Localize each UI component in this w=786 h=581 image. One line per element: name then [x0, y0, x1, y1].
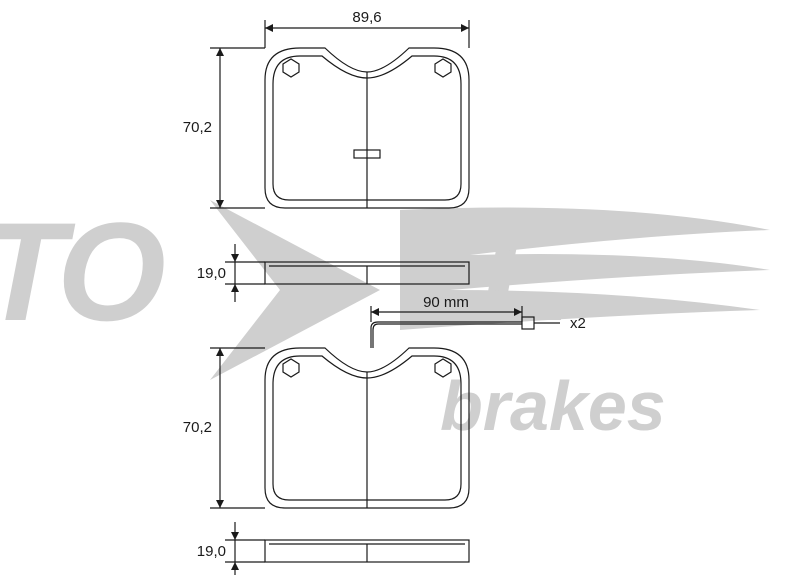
dim-height-bottom: 70,2: [183, 348, 265, 508]
hex-hole-top-right: [435, 59, 451, 77]
hex-hole-top-left: [283, 59, 299, 77]
dim-thickness-bottom-label: 19,0: [197, 543, 226, 560]
hex-hole-bottom-left: [283, 359, 299, 377]
pad-bottom-side: [265, 540, 469, 562]
dim-height-bottom-label: 70,2: [183, 419, 212, 436]
dim-height-top-label: 70,2: [183, 119, 212, 136]
dim-width-label: 89,6: [352, 9, 381, 26]
dim-thickness-top-label: 19,0: [197, 265, 226, 282]
dim-width: 89,6: [265, 9, 469, 48]
dim-sensor-length-label: 90 mm: [423, 294, 469, 311]
pad-top-front: [265, 48, 469, 208]
dim-height-top: 70,2: [183, 48, 265, 208]
sensor-count-label: x2: [570, 315, 586, 332]
dim-thickness-top: 19,0: [197, 244, 265, 302]
pad-bottom-front: [265, 348, 469, 508]
dim-thickness-bottom: 19,0: [197, 522, 265, 575]
sensor-wire: 90 mm x2: [371, 294, 586, 348]
technical-drawing: 89,6 70,2 19,0: [0, 0, 786, 581]
pad-top-side: [265, 262, 469, 284]
hex-hole-bottom-right: [435, 359, 451, 377]
